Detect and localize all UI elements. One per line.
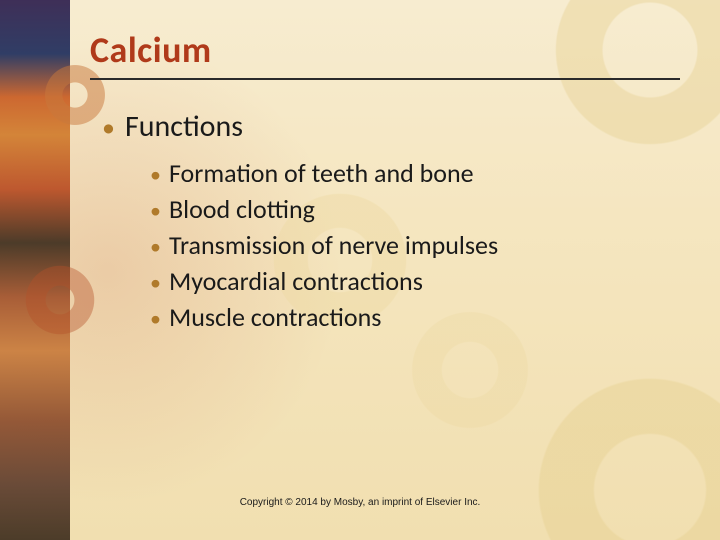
bullet-dot-icon: • xyxy=(150,236,161,258)
bullet-level2: • Transmission of nerve impulses xyxy=(150,229,680,261)
bullet-text: Functions xyxy=(125,108,243,145)
bullet-level2: • Blood clotting xyxy=(150,193,680,225)
bullet-text: Formation of teeth and bone xyxy=(169,157,474,189)
bullet-level2: • Myocardial contractions xyxy=(150,265,680,297)
title-rule xyxy=(90,78,680,80)
bullet-dot-icon: • xyxy=(150,164,161,186)
bullet-text: Blood clotting xyxy=(169,193,315,225)
bullet-text: Transmission of nerve impulses xyxy=(169,229,498,261)
bullet-text: Myocardial contractions xyxy=(169,265,423,297)
slide-title: Calcium xyxy=(90,28,680,72)
bullet-dot-icon: • xyxy=(102,114,115,140)
copyright-text: Copyright © 2014 by Mosby, an imprint of… xyxy=(0,497,720,508)
bullet-text: Muscle contractions xyxy=(169,301,381,333)
bullet-dot-icon: • xyxy=(150,272,161,294)
bullet-dot-icon: • xyxy=(150,200,161,222)
bullet-level1: • Functions xyxy=(102,108,680,145)
bullet-dot-icon: • xyxy=(150,308,161,330)
bullet-level2: • Muscle contractions xyxy=(150,301,680,333)
slide-content: Calcium • Functions • Formation of teeth… xyxy=(0,0,720,540)
bullet-level2: • Formation of teeth and bone xyxy=(150,157,680,189)
